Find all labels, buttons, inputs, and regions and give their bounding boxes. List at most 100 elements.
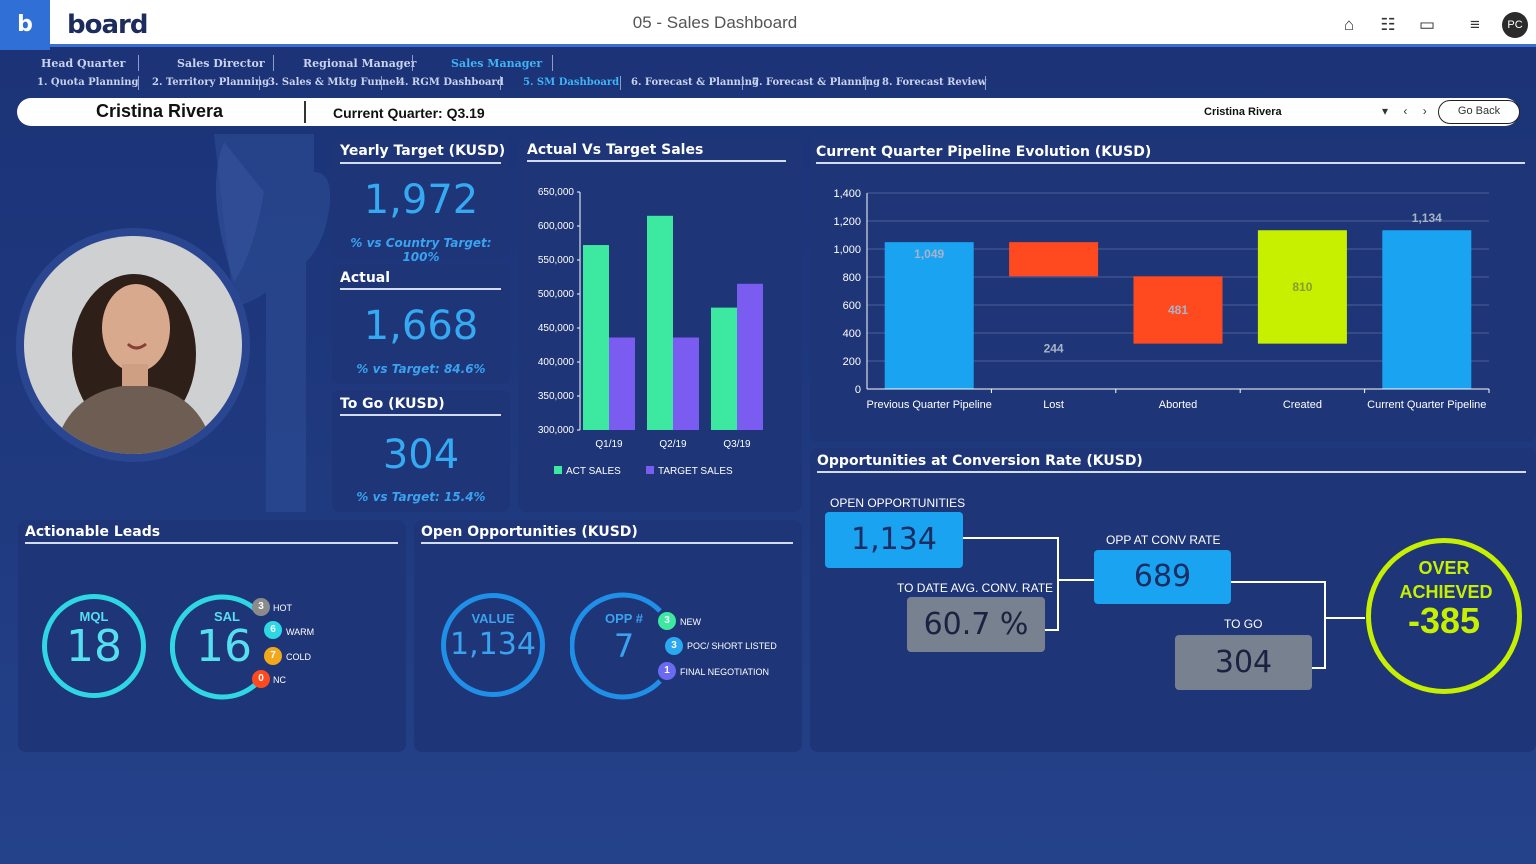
y-tick-label: 350,000 [538,391,575,402]
conv-to-go-label: TO GO [1224,617,1263,631]
nav-role-regional-manager[interactable]: Regional Manager [303,57,417,70]
current-quarter: Current Quarter: Q3.19 [333,105,485,121]
y-tick-label: 500,000 [538,289,575,300]
nav-role-sales-director[interactable]: Sales Director [177,57,265,70]
sal-value: 16 [196,621,252,672]
opp-count-label: OPP # [604,611,644,626]
tab-rgm-dashboard[interactable]: 4. RGM Dashboard [398,77,504,88]
y-tick-label: 650,000 [538,187,575,198]
opp-conv-rate-label: OPP AT CONV RATE [1106,533,1221,547]
to-go-note: % vs Target: 15.4% [356,490,486,504]
opp-count-ring [570,592,662,700]
title-underline [816,162,1525,164]
data-label: 1,049 [914,247,944,261]
y-tick-label: 1,400 [833,188,861,200]
bar-act-sales [583,245,609,430]
value-label: VALUE [471,611,515,626]
nav-divider [138,55,139,71]
nav-divider [500,76,501,90]
tab-quota-planning[interactable]: 1. Quota Planning [37,77,139,88]
to-go-value: 304 [382,432,460,478]
nav-divider [138,76,139,90]
mql-value: 18 [66,621,122,672]
hot-count: 3 [252,598,270,616]
waterfall-bar [1257,230,1347,344]
go-back-button[interactable]: Go Back [1438,100,1520,124]
user-avatar[interactable]: PC [1502,12,1528,38]
user-name: Cristina Rivera [96,101,224,121]
tab-forecast-planning-6[interactable]: 6. Forecast & Planning [631,77,759,88]
mql-ring [42,594,146,698]
hierarchy-icon[interactable]: ☷ [1380,15,1396,34]
tab-forecast-review[interactable]: 8. Forecast Review [882,77,987,88]
menu-icon[interactable]: ≡ [1470,15,1480,34]
data-label: 1,134 [1412,211,1442,225]
avg-conv-rate-value: 60.7 % [907,597,1045,652]
stage-new-count: 3 [658,612,676,630]
sal-label: SAL [214,609,240,624]
trophy-background [214,134,330,512]
y-tick-label: 300,000 [538,425,575,436]
conversion-title: Opportunities at Conversion Rate (KUSD) [817,453,1143,469]
title-underline [527,160,786,162]
nav-role-head-quarter[interactable]: Head Quarter [41,57,126,70]
hot-label: HOT [273,603,292,613]
over-achieved-ring [1366,538,1522,694]
chat-icon[interactable]: ▭ [1418,15,1436,34]
waterfall-bar [1133,276,1223,344]
nc-count: 0 [252,670,270,688]
top-bar [0,0,1536,47]
value-amount: 1,134 [450,627,536,662]
nav-divider [381,76,382,90]
sal-ring [170,594,258,700]
tab-territory-planning[interactable]: 2. Territory Planning [152,77,270,88]
user-bar [17,98,1519,126]
nav-divider [552,55,553,71]
x-tick-label: Aborted [1159,399,1198,411]
stage-poc-label: POC/ SHORT LISTED [687,641,777,651]
to-go-title: To Go (KUSD) [340,396,445,412]
selector-arrows[interactable]: ▾ ‹ › [1382,104,1433,118]
bar-act-sales [711,307,737,430]
nav-divider [865,76,866,90]
x-tick-label: Previous Quarter Pipeline [867,399,992,411]
nav-divider [620,76,621,90]
user-portrait [24,236,242,454]
pipeline-title: Current Quarter Pipeline Evolution (KUSD… [816,144,1152,160]
nav-divider [259,76,260,90]
conversion-connectors [962,537,1365,669]
y-tick-label: 800 [843,272,861,284]
waterfall-bar [1009,242,1099,277]
tab-sm-dashboard[interactable]: 5. SM Dashboard [523,77,620,88]
legend-label: TARGET SALES [658,466,733,477]
over-achieved-value: -385 [1407,600,1481,641]
yearly-target-value: 1,972 [363,177,479,223]
user-selector[interactable]: Cristina Rivera [1204,106,1282,118]
home-icon[interactable]: ⌂ [1343,15,1355,34]
actual-vs-target-title: Actual Vs Target Sales [527,142,704,158]
nav-role-sales-manager[interactable]: Sales Manager [451,57,543,70]
y-tick-label: 1,200 [833,216,861,228]
y-tick-label: 0 [855,384,861,396]
tab-sales-mktg-funnel[interactable]: 3. Sales & Mktg Funnel [268,77,400,88]
tab-forecast-planning-7[interactable]: 7. Forecast & Planning [752,77,880,88]
x-tick-label: Q3/19 [723,439,751,450]
board-logo[interactable]: b [0,0,50,50]
x-tick-label: Q1/19 [595,439,623,450]
x-tick-label: Current Quarter Pipeline [1367,399,1486,411]
yearly-target-title: Yearly Target (KUSD) [340,143,506,159]
title-underline [340,162,501,164]
avg-conv-rate-label: TO DATE AVG. CONV. RATE [897,581,1054,595]
mql-label: MQL [79,609,109,624]
stage-new-label: NEW [680,617,701,627]
nav-divider [273,55,274,71]
waterfall-bar [1382,230,1472,389]
cold-count: 7 [264,647,282,665]
y-tick-label: 600,000 [538,221,575,232]
open-opportunities-label: OPEN OPPORTUNITIES [830,496,966,510]
conv-to-go-value: 304 [1175,635,1312,690]
nc-label: NC [273,675,286,685]
actual-note: % vs Target: 84.6% [356,362,486,376]
actual-vs-target-chart: 650,000 600,000 550,000 500,000 450,000 400,0… [538,187,763,477]
yearly-target-panel [332,138,510,258]
